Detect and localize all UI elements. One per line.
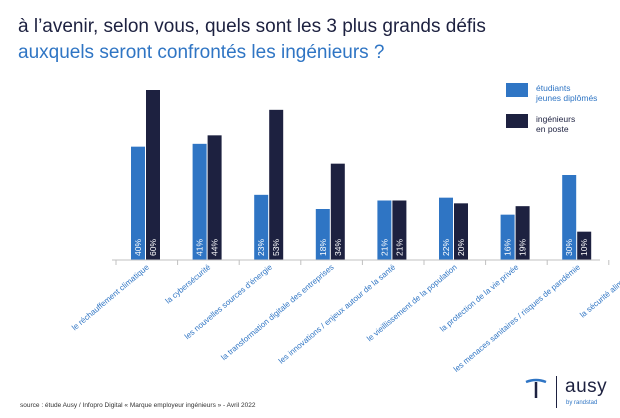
chart-title-line1: à l’avenir, selon vous, quels sont les 3… [18,16,486,37]
category-label: les menaces sanitaires / risques de pand… [452,262,583,374]
legend-swatch-engineers [506,114,528,128]
bar-value-label: 30% [564,239,574,256]
bar-students [377,200,392,260]
logo-subtitle: by randstad [566,400,598,406]
legend-item-engineers: ingénieurs en poste [506,114,575,134]
bar-engineers [577,231,592,260]
bar-value-label: 21% [394,239,404,256]
legend-label-engineers: ingénieurs en poste [536,114,576,134]
bar-students [254,194,269,260]
category-label: la cybersécurité [164,262,213,305]
bar-engineers [330,163,345,260]
chart-title-line2: auxquels seront confrontés les ingénieur… [18,42,385,63]
bar-engineers [454,203,468,260]
bar-value-label: 34% [333,239,343,256]
logo-wordmark: ausy [565,376,608,397]
category-label: les innovations / enjeux autour de la sa… [277,262,398,365]
bar-engineers [207,135,222,260]
legend-label-students: étudiants jeunes diplômés [536,83,598,103]
bar-students [192,143,207,260]
bar-value-label: 53% [271,239,281,256]
bar-engineers [515,206,530,260]
bar-engineers [392,200,407,260]
bar-engineers [269,109,284,260]
category-label: la sécurité alimentaire [578,262,620,319]
bar-value-label: 41% [195,239,205,256]
bar-students [131,146,145,260]
bar-value-label: 22% [441,239,451,256]
bar-value-label: 23% [256,239,266,256]
bar-students [562,175,577,260]
bar-students [439,197,453,260]
category-label: le réchauffement climatique [70,262,151,332]
bar-value-label: 20% [456,239,466,256]
bar-value-label: 21% [379,239,389,256]
bar-engineers [146,90,160,260]
bar-students [315,209,330,260]
bar-students [500,214,515,260]
ausy-logo-icon [525,378,547,398]
logo-separator [556,376,557,408]
bar-value-label: 18% [318,239,328,256]
legend-swatch-students [506,83,528,97]
category-label: la transformation digitale des entrepris… [219,263,335,363]
bar-value-label: 19% [518,239,528,256]
bar-value-label: 10% [579,239,589,256]
bar-value-label: 44% [210,239,220,256]
legend-item-students: étudiants jeunes diplômés [506,83,597,103]
bar-value-label: 16% [503,239,513,256]
bar-value-label: 40% [133,239,143,256]
source-note: source : étude Ausy / Infopro Digital « … [20,402,256,409]
bar-value-label: 60% [148,239,158,256]
